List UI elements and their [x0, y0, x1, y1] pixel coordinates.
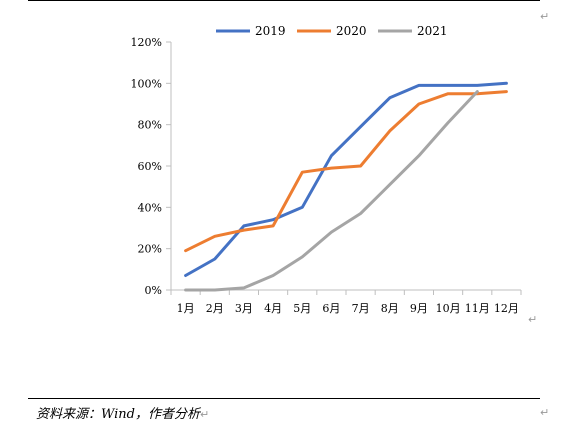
x-tick-label: 8月 — [381, 302, 399, 315]
x-tick-label: 12月 — [494, 302, 519, 315]
y-tick-label: 20% — [138, 243, 162, 256]
series-line-2021 — [184, 90, 479, 292]
y-tick-label: 120% — [131, 36, 162, 49]
return-mark-bottom: ↵ — [540, 406, 550, 419]
y-tick-label: 40% — [138, 201, 162, 214]
x-tick-label: 5月 — [293, 302, 311, 315]
return-mark-top: ↵ — [540, 10, 550, 23]
source-text: 资料来源：Wind，作者分析 — [36, 407, 200, 422]
legend-label-2021: 2021 — [417, 24, 448, 38]
y-tick-label: 80% — [138, 119, 162, 132]
legend: 2019 2020 2021 — [216, 24, 448, 38]
y-tick-label: 60% — [138, 160, 162, 173]
legend-label-2019: 2019 — [255, 24, 286, 38]
y-axis: 0% 20% 40% 60% 80% 100% 120% — [131, 36, 172, 297]
x-tick-label: 3月 — [235, 302, 253, 315]
top-rule — [28, 0, 540, 1]
x-tick-label: 4月 — [264, 302, 282, 315]
x-tick-label: 10月 — [436, 302, 461, 315]
bottom-rule — [28, 398, 540, 399]
x-tick-label: 11月 — [465, 302, 490, 315]
x-tick-label: 7月 — [352, 302, 370, 315]
source-note: 资料来源：Wind，作者分析↵ — [36, 403, 209, 422]
x-tick-label: 9月 — [410, 302, 428, 315]
x-tick-label: 6月 — [322, 302, 340, 315]
x-tick-label: 2月 — [206, 302, 224, 315]
y-tick-label: 0% — [145, 284, 162, 297]
series-lines — [184, 81, 508, 292]
source-return-mark: ↵ — [200, 408, 210, 421]
x-axis: 1月 2月 3月 4月 5月 6月 7月 8月 9月 10月 11月 12月 — [170, 289, 522, 315]
series-line-2020 — [184, 90, 508, 253]
x-tick-label: 1月 — [177, 302, 195, 315]
legend-label-2020: 2020 — [336, 24, 367, 38]
return-mark-middle: ↵ — [528, 313, 538, 326]
y-tick-label: 100% — [131, 77, 162, 90]
